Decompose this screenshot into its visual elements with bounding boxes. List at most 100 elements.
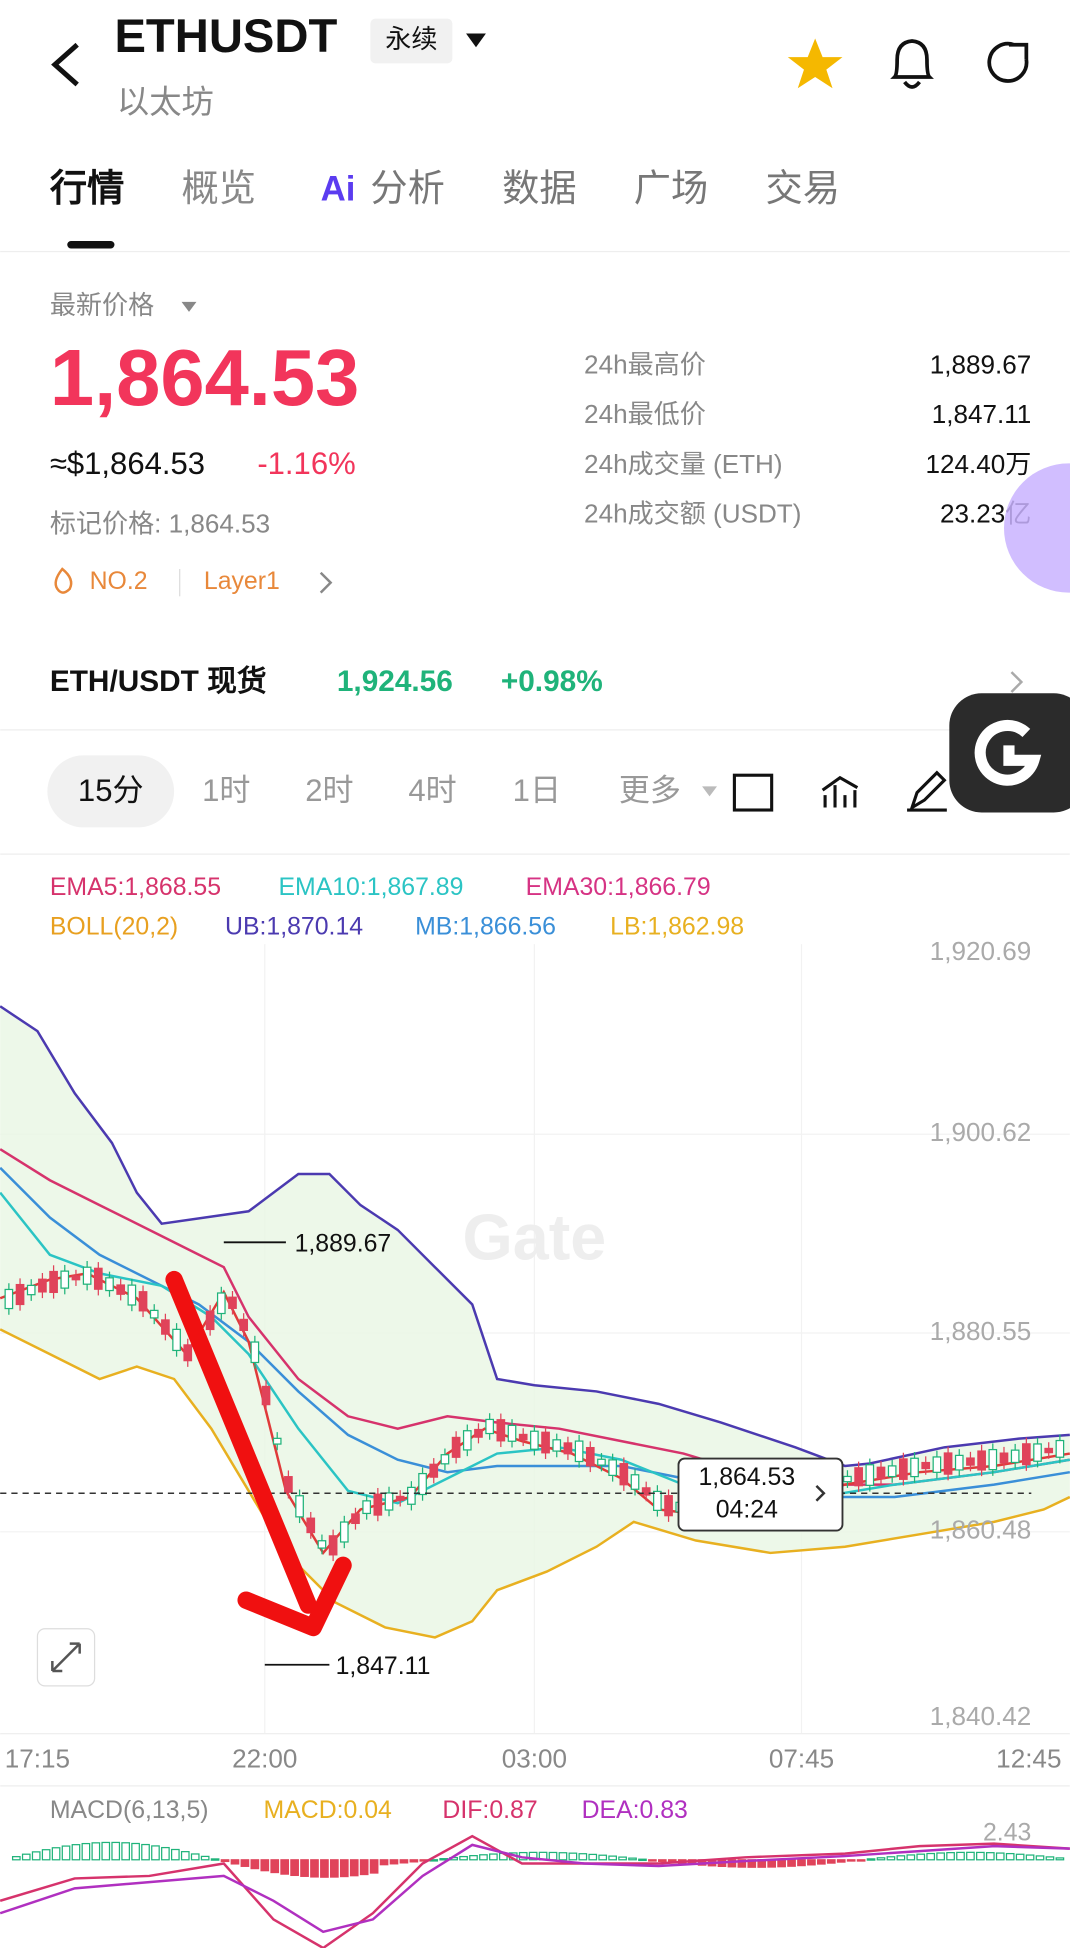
macd-bar: [300, 1859, 309, 1877]
tab[interactable]: 数据: [502, 167, 577, 209]
stat-value: 124.40万: [925, 449, 1031, 479]
macd-bar: [71, 1844, 81, 1861]
tabs: 行情 概览 Ai 分析 数据 广场 交易: [50, 167, 840, 209]
dropdown-icon[interactable]: [466, 33, 486, 48]
macd-bar: [320, 1859, 329, 1878]
macd-bar: [727, 1859, 737, 1868]
dea-line: [0, 1843, 1070, 1934]
floating-assistant[interactable]: [1004, 463, 1070, 593]
spot-name[interactable]: ETH/USDT 现货: [50, 664, 267, 698]
interval[interactable]: 1日: [513, 773, 561, 808]
chevron[interactable]: [1010, 671, 1024, 693]
macd-bar: [459, 1855, 468, 1861]
candle-body: [966, 1457, 975, 1466]
macd-bar: [101, 1841, 111, 1861]
macd-bar: [966, 1851, 975, 1861]
candle-body: [552, 1439, 562, 1452]
candle-body: [172, 1328, 181, 1352]
macd-bar: [995, 1852, 1005, 1861]
macd-bar: [777, 1859, 786, 1868]
macd-bar: [359, 1859, 369, 1876]
dropdown-icon[interactable]: [181, 301, 197, 312]
macd-bar: [91, 1842, 101, 1861]
tab[interactable]: 广场: [634, 167, 709, 209]
macd-bar: [1045, 1856, 1055, 1861]
candle-body: [563, 1442, 573, 1455]
macd-bar: [161, 1846, 170, 1861]
macd-bar: [41, 1849, 51, 1861]
candle-body: [876, 1466, 886, 1480]
macd-bar: [409, 1859, 419, 1863]
icon-draw[interactable]: [907, 770, 947, 812]
macd-bar: [1025, 1854, 1035, 1861]
x-tick-label: 22:00: [232, 1743, 297, 1773]
interval[interactable]: 15分: [78, 773, 144, 808]
stat-value: 1,889.67: [930, 349, 1032, 379]
tab[interactable]: 交易: [765, 167, 840, 209]
dif-value: DIF:0.87: [442, 1797, 537, 1824]
candle-body: [4, 1288, 14, 1310]
candle-body: [664, 1495, 673, 1517]
refresh-icon[interactable]: [987, 41, 1029, 83]
macd-bar: [170, 1848, 180, 1861]
candle-body: [261, 1385, 271, 1406]
macd-bar: [817, 1859, 826, 1865]
macd-bar: [31, 1851, 41, 1861]
stats: 24h最高价 1,889.67 24h最低价 1,847.11 24h成交量 (…: [584, 349, 1031, 528]
dropdown-icon[interactable]: [702, 786, 718, 797]
chevron[interactable]: [319, 571, 333, 594]
candle-body: [295, 1495, 304, 1518]
candle-body: [988, 1448, 998, 1471]
candle-body: [351, 1513, 360, 1525]
candle-body: [49, 1270, 58, 1294]
candle-body: [507, 1424, 517, 1442]
chevron: [815, 1484, 826, 1502]
interval[interactable]: 4时: [408, 773, 456, 808]
macd-bar: [290, 1859, 299, 1877]
candle-body: [943, 1452, 953, 1475]
candle-body: [71, 1275, 81, 1281]
x-tick-label: 07:45: [769, 1743, 834, 1773]
divider: [0, 1733, 1070, 1735]
bell-icon[interactable]: [890, 39, 934, 89]
macd-bar: [856, 1859, 866, 1862]
macd-bar: [250, 1859, 260, 1870]
macd-bar: [876, 1857, 886, 1861]
macd-bar: [976, 1851, 985, 1861]
badge[interactable]: 永续: [385, 24, 437, 54]
mark-price: 标记价格: 1,864.53: [50, 508, 270, 538]
macd-bar: [21, 1853, 31, 1861]
macd-bar: [608, 1855, 617, 1861]
candle-body: [284, 1476, 293, 1493]
macd-bar: [568, 1852, 578, 1861]
candle-body: [932, 1456, 942, 1473]
macd-bar: [1055, 1857, 1065, 1861]
star-icon[interactable]: [787, 38, 843, 89]
macd-bar: [379, 1859, 389, 1866]
annotation-arrowhead: [237, 1556, 352, 1637]
tab[interactable]: 概览: [182, 167, 257, 209]
subtitle: 以太坊: [117, 84, 214, 120]
interval[interactable]: 更多: [619, 773, 681, 808]
back-button[interactable]: [51, 42, 79, 87]
interval[interactable]: 1时: [202, 773, 250, 808]
icon-indicators[interactable]: [821, 775, 859, 808]
tab[interactable]: 行情: [50, 167, 125, 209]
macd-bar: [81, 1842, 91, 1861]
current-price-box[interactable]: [677, 1457, 844, 1532]
interval[interactable]: 2时: [305, 773, 353, 808]
dea-value: DEA:0.83: [582, 1797, 688, 1824]
tab[interactable]: 分析: [370, 167, 445, 209]
gate-logo: [974, 719, 1042, 786]
tag[interactable]: Layer1: [204, 568, 280, 595]
candle-body: [451, 1436, 461, 1458]
candle-body: [585, 1446, 595, 1467]
macd-bar: [657, 1859, 667, 1862]
icon-fullscreen[interactable]: [732, 773, 774, 812]
price-change: -1.16%: [257, 446, 355, 481]
macd-bar: [489, 1853, 498, 1861]
tag[interactable]: NO.2: [90, 568, 148, 595]
macd-bar: [349, 1859, 359, 1877]
candle-body: [485, 1418, 495, 1435]
candle-body: [373, 1493, 383, 1516]
